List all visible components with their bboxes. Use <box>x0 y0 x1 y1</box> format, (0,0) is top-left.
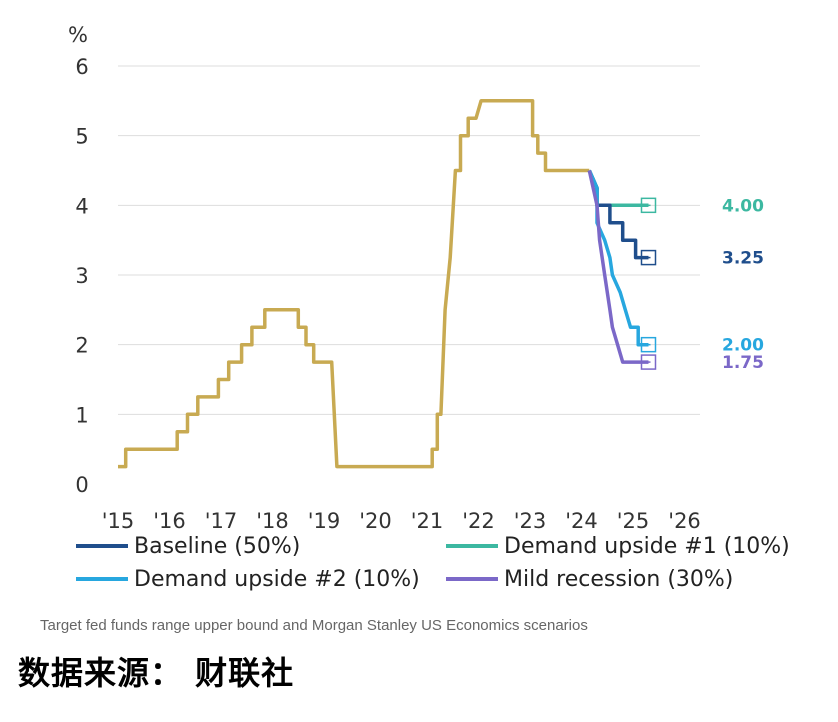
legend-label: Baseline (50%) <box>134 534 300 559</box>
x-tick-label: '21 <box>411 509 444 533</box>
series-line <box>587 170 649 364</box>
y-tick-label: 1 <box>75 403 88 427</box>
x-ticks: '15 '16 '17 '18 '19 '20 '21 '22 '23 '24 '25 '26 <box>102 509 701 533</box>
end-value-label: 4.00 <box>722 196 764 216</box>
end-value-label: 3.25 <box>722 249 764 269</box>
end-markers: 3.25 4.00 2.001.75 <box>640 196 764 373</box>
x-tick-label: '18 <box>256 509 289 533</box>
fed-funds-chart: % 0 1 2 3 4 5 6 '15 '16 '17 '18 '19 '20 '21 '22 '23 '24… <box>68 23 790 592</box>
x-tick-label: '22 <box>462 509 495 533</box>
data-source: 数据来源： 财联社 <box>18 654 295 692</box>
legend-label: Demand upside #1 (10%) <box>504 534 790 559</box>
y-tick-label: 6 <box>75 55 88 79</box>
x-tick-label: '26 <box>668 509 701 533</box>
x-tick-label: '25 <box>617 509 650 533</box>
y-tick-label: 3 <box>75 264 88 288</box>
x-tick-label: '16 <box>153 509 186 533</box>
chart-caption: Target fed funds range upper bound and M… <box>40 617 588 634</box>
y-tick-label: 0 <box>75 473 88 497</box>
end-value-label: 2.00 <box>722 336 764 356</box>
x-tick-label: '17 <box>205 509 238 533</box>
x-tick-label: '15 <box>102 509 135 533</box>
end-value-label: 1.75 <box>722 353 764 373</box>
y-ticks: 0 1 2 3 4 5 6 <box>75 55 88 497</box>
legend-label: Mild recession (30%) <box>504 567 733 592</box>
y-tick-label: 5 <box>75 125 88 149</box>
y-tick-label: 4 <box>75 194 88 218</box>
legend-label: Demand upside #2 (10%) <box>134 567 420 592</box>
legend: Baseline (50%) Demand upside #1 (10%) Dema… <box>76 534 790 592</box>
x-tick-label: '19 <box>308 509 341 533</box>
history-line <box>118 99 590 469</box>
y-axis-label: % <box>68 23 88 47</box>
x-tick-label: '20 <box>359 509 392 533</box>
x-tick-label: '23 <box>514 509 547 533</box>
grid-lines <box>118 65 700 415</box>
y-tick-label: 2 <box>75 334 88 358</box>
x-tick-label: '24 <box>565 509 598 533</box>
series-lines <box>118 99 649 469</box>
